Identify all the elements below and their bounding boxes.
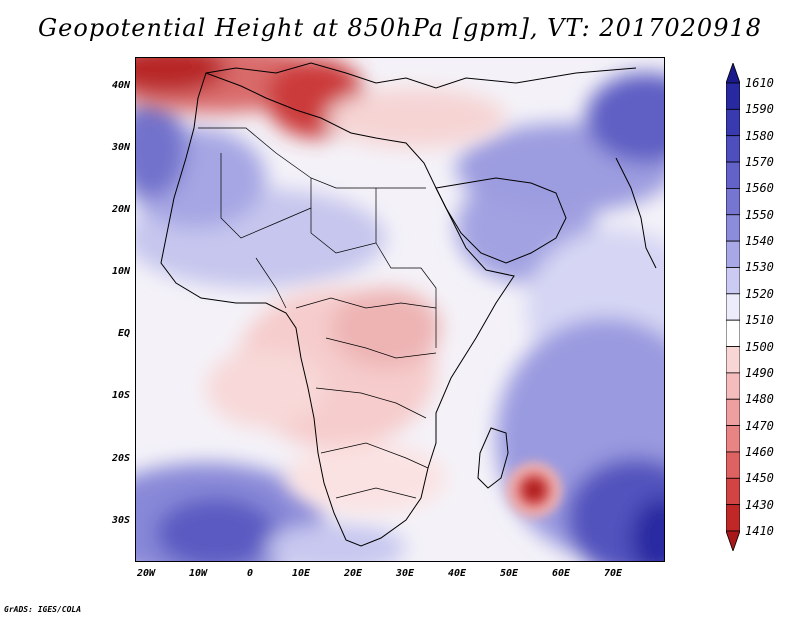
colorbar-box <box>726 452 740 478</box>
colorbar-label: 1550 <box>745 208 774 222</box>
lat-label-eq: EQ <box>100 328 130 339</box>
lon-label-50e: 50E <box>489 568 529 579</box>
colorbar-label: 1480 <box>745 392 774 406</box>
colorbar-box <box>726 162 740 188</box>
lon-label-60e: 60E <box>541 568 581 579</box>
colorbar-box <box>726 267 740 293</box>
colorbar-box <box>726 83 740 109</box>
colorbar <box>726 63 740 551</box>
colorbar-label: 1460 <box>745 445 774 459</box>
lat-label-30s: 30S <box>100 515 130 526</box>
lon-label-10w: 10W <box>178 568 218 579</box>
lon-label-20e: 20E <box>333 568 373 579</box>
map-title: Geopotential Height at 850hPa [gpm], VT:… <box>0 14 800 42</box>
lon-label-0: 0 <box>230 568 270 579</box>
colorbar-box <box>726 188 740 214</box>
colorbar-label: 1510 <box>745 313 774 327</box>
colorbar-box <box>726 136 740 162</box>
lat-label-10s: 10S <box>100 390 130 401</box>
grads-credit: GrADS: IGES/COLA <box>4 605 81 614</box>
colorbar-label: 1470 <box>745 419 774 433</box>
colorbar-box <box>726 373 740 399</box>
map-panel <box>135 57 665 562</box>
colorbar-box <box>726 505 740 531</box>
colorbar-box <box>726 215 740 241</box>
colorbar-label: 1590 <box>745 102 774 116</box>
lat-label-30n: 30N <box>100 142 130 153</box>
colorbar-box <box>726 347 740 373</box>
lat-label-40n: 40N <box>100 80 130 91</box>
colorbar-label: 1450 <box>745 471 774 485</box>
lon-label-20w: 20W <box>126 568 166 579</box>
colorbar-box <box>726 109 740 135</box>
colorbar-label: 1610 <box>745 76 774 90</box>
colorbar-label: 1530 <box>745 260 774 274</box>
colorbar-box <box>726 399 740 425</box>
lat-label-20n: 20N <box>100 204 130 215</box>
colorbar-box <box>726 320 740 346</box>
colorbar-label: 1560 <box>745 181 774 195</box>
colorbar-label: 1430 <box>745 498 774 512</box>
lat-label-20s: 20S <box>100 453 130 464</box>
colorbar-label: 1520 <box>745 287 774 301</box>
colorbar-bottom-arrow <box>726 531 740 551</box>
colorbar-top-arrow <box>726 63 740 83</box>
colorbar-label: 1490 <box>745 366 774 380</box>
colorbar-box <box>726 426 740 452</box>
colorbar-label: 1410 <box>745 524 774 538</box>
colorbar-box <box>726 294 740 320</box>
colorbar-label: 1570 <box>745 155 774 169</box>
colorbar-label: 1580 <box>745 129 774 143</box>
colorbar-box <box>726 241 740 267</box>
lon-label-30e: 30E <box>385 568 425 579</box>
colorbar-box <box>726 478 740 504</box>
lon-label-10e: 10E <box>281 568 321 579</box>
height-field-map <box>136 58 665 562</box>
lon-label-70e: 70E <box>593 568 633 579</box>
lat-label-10n: 10N <box>100 266 130 277</box>
colorbar-label: 1500 <box>745 340 774 354</box>
madagascar-low <box>506 462 562 518</box>
lon-label-40e: 40E <box>437 568 477 579</box>
colorbar-label: 1540 <box>745 234 774 248</box>
